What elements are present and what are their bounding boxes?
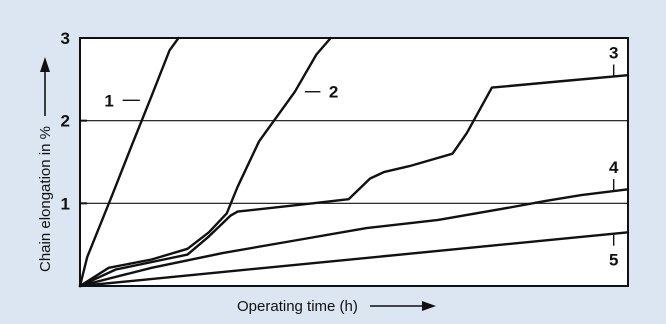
y-tick-label-3: 3	[61, 29, 70, 48]
plot-frame	[79, 37, 629, 287]
curve-3	[78, 74, 630, 288]
labels: 1 2 3 4 5	[104, 43, 619, 269]
y-tick-label-2: 2	[61, 112, 70, 131]
curves	[78, 36, 630, 288]
curve-1	[78, 36, 180, 288]
curve-label-4: 4	[609, 158, 619, 177]
curve-label-1: 1	[104, 91, 113, 110]
curve-label-2: 2	[329, 83, 338, 102]
x-axis-arrow-head	[422, 301, 436, 311]
y-axis-arrow-head	[40, 57, 50, 72]
curve-5	[78, 231, 630, 288]
plot-area	[79, 37, 629, 287]
y-axis-label: Chain elongation in %	[37, 126, 54, 272]
x-axis-label: Operating time (h)	[237, 298, 358, 315]
y-tick-label-1: 1	[61, 194, 70, 213]
curve-label-5: 5	[609, 251, 618, 270]
curve-label-3: 3	[609, 43, 618, 62]
curve-2	[78, 36, 332, 288]
curve-4	[78, 188, 630, 288]
axes: Operating time (h) Chain elongation in %	[37, 57, 436, 315]
